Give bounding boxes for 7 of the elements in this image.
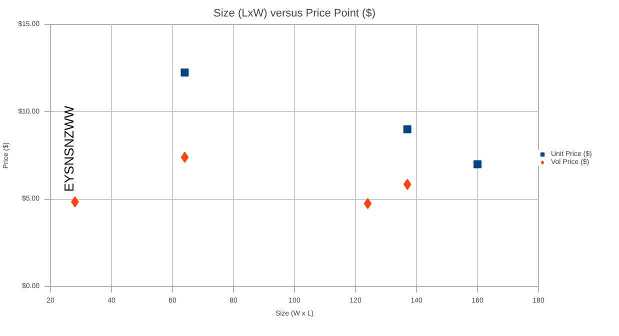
point (180, 152, 189, 163)
point (474, 160, 482, 168)
point (364, 198, 372, 210)
chart-title: Size (LxW) versus Price Point ($) (214, 8, 376, 20)
point (180, 68, 189, 77)
point (403, 125, 412, 134)
annotation: EYSNSNZWW (61, 105, 76, 192)
